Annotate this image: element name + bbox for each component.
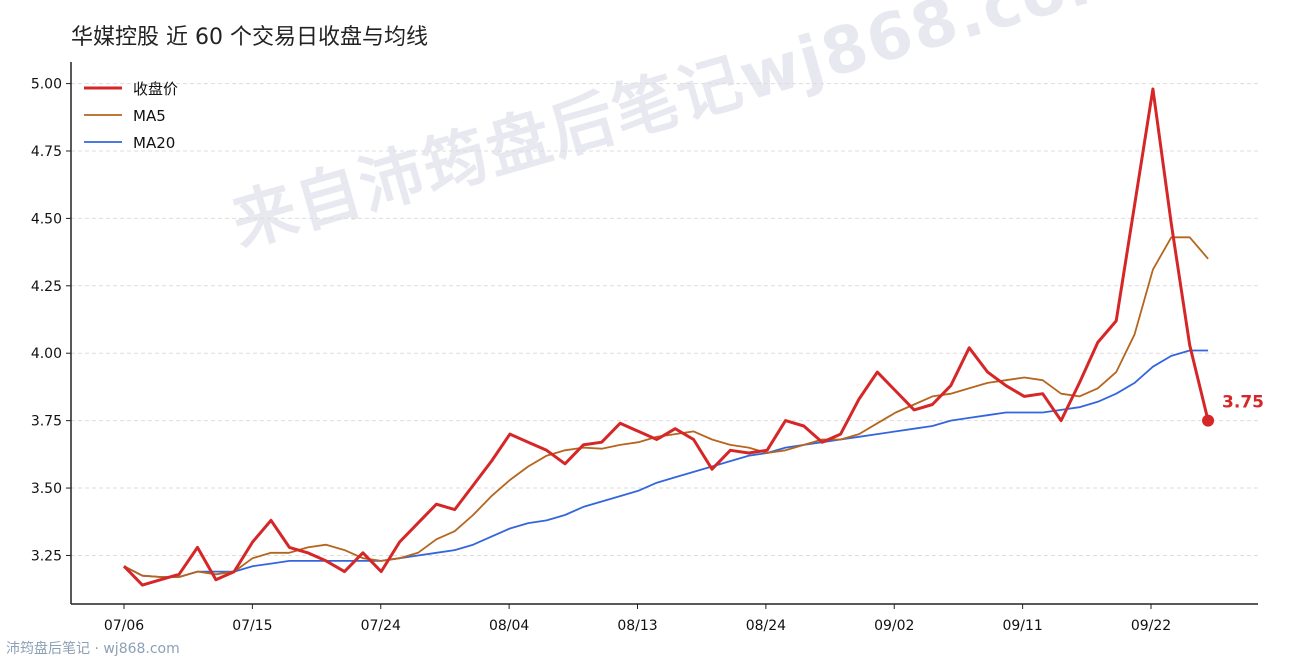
footer-credit: 沛筠盘后笔记 · wj868.com: [6, 641, 180, 657]
x-tick-label: 09/02: [874, 618, 914, 634]
y-tick-label: 5.00: [31, 77, 62, 93]
ma5-line: [123, 236, 1209, 578]
annotations: 3.75: [1202, 393, 1264, 427]
x-tick-label: 08/24: [746, 618, 786, 634]
x-tick-label: 08/13: [617, 618, 657, 634]
x-ticks: 07/06 07/15 07/24 08/04 08/13 08/24 09/02 09/11…: [104, 604, 1171, 634]
y-tick-label: 3.50: [31, 481, 62, 497]
last-close-label: 3.75: [1222, 393, 1264, 413]
y-ticks: 3.25 3.50 3.75 4.00 4.25 4.50 4.75 5.00: [31, 77, 71, 564]
axes: [70, 62, 1258, 605]
x-tick-label: 07/15: [232, 618, 272, 634]
legend-label: MA5: [133, 107, 166, 125]
y-tick-label: 3.75: [31, 414, 62, 430]
x-tick-label: 07/24: [361, 618, 401, 634]
series-lines: [122, 87, 1210, 587]
ma20-line: [123, 349, 1209, 578]
legend-label: 收盘价: [133, 80, 178, 98]
grid-lines: [71, 83, 1258, 556]
close-price-line: [122, 87, 1210, 587]
chart-title: 华媒控股 近 60 个交易日收盘与均线: [71, 25, 428, 50]
y-tick-label: 4.75: [31, 144, 62, 160]
y-tick-label: 4.50: [31, 211, 62, 227]
x-tick-label: 09/11: [1002, 618, 1042, 634]
legend-label: MA20: [133, 134, 175, 152]
y-tick-label: 3.25: [31, 548, 62, 564]
x-tick-label: 08/04: [489, 618, 529, 634]
y-tick-label: 4.25: [31, 279, 62, 295]
x-tick-label: 07/06: [104, 618, 144, 634]
x-tick-label: 09/22: [1131, 618, 1171, 634]
legend: 收盘价 MA5 MA20: [84, 80, 178, 152]
y-tick-label: 4.00: [31, 346, 62, 362]
last-close-marker: [1202, 414, 1215, 427]
